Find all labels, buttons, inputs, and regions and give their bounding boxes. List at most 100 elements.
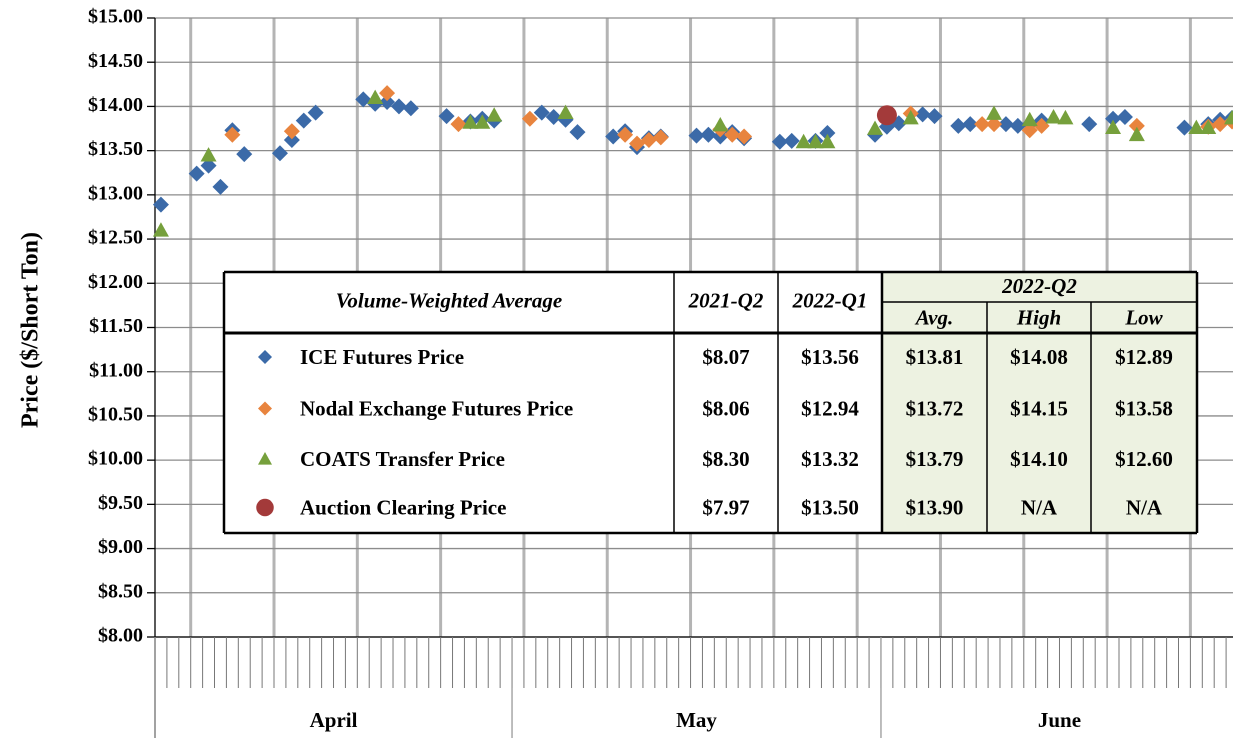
diamond-marker — [521, 110, 538, 127]
table-cell: $14.10 — [1010, 447, 1068, 471]
triangle-marker — [1200, 119, 1217, 135]
y-tick-label: $10.50 — [88, 404, 143, 426]
month-label: June — [1038, 708, 1081, 732]
triangle-marker — [474, 114, 491, 129]
triangle-marker — [819, 133, 836, 149]
y-tick-label: $13.50 — [88, 138, 143, 160]
y-axis-label: Price ($/Short Ton) — [18, 232, 44, 428]
diamond-marker — [545, 109, 562, 126]
diamond-marker — [379, 85, 396, 102]
table-cell: $7.97 — [702, 495, 749, 519]
group-column-header: Low — [1124, 305, 1163, 329]
y-tick-label: $9.00 — [98, 536, 143, 558]
diamond-marker — [307, 104, 324, 121]
legend-marker — [258, 350, 272, 364]
diamond-marker — [1105, 110, 1122, 127]
diamond-marker — [736, 128, 753, 145]
triangle-marker — [1057, 109, 1074, 125]
y-tick-label: $8.50 — [98, 580, 143, 602]
legend-marker — [258, 401, 272, 416]
y-tick-label: $15.00 — [88, 6, 143, 28]
diamond-marker — [379, 94, 396, 111]
triangle-marker — [200, 147, 217, 162]
diamond-marker — [926, 108, 943, 125]
month-label: April — [310, 708, 358, 732]
triangle-marker — [712, 116, 729, 132]
diamond-marker — [1212, 116, 1229, 133]
table-cell: $12.89 — [1115, 345, 1173, 369]
circle-marker — [876, 105, 897, 126]
table-highlight — [882, 272, 1197, 533]
diamond-marker — [617, 126, 634, 143]
legend-marker — [256, 498, 274, 517]
table-cell: $13.32 — [801, 447, 859, 471]
table-cell: $14.15 — [1010, 396, 1068, 420]
diamond-marker — [962, 116, 979, 133]
column-header: 2022-Q1 — [792, 288, 868, 312]
diamond-marker — [1009, 117, 1026, 134]
diamond-marker — [819, 124, 836, 141]
diamond-marker — [997, 116, 1014, 133]
legend-label: COATS Transfer Price — [300, 447, 505, 471]
y-tick-label: $11.50 — [89, 315, 143, 337]
diamond-marker — [628, 135, 645, 152]
table-cell: $13.90 — [906, 495, 964, 519]
column-header: Volume-Weighted Average — [336, 288, 563, 312]
y-tick-label: $10.00 — [88, 448, 143, 470]
diamond-marker — [295, 112, 312, 129]
table-cell: $13.58 — [1115, 396, 1173, 420]
triangle-marker — [1021, 111, 1038, 127]
y-tick-label: $13.00 — [88, 182, 143, 204]
triangle-marker — [795, 133, 812, 149]
diamond-marker — [152, 196, 169, 213]
diamond-marker — [355, 91, 372, 108]
diamond-marker — [200, 157, 217, 174]
diamond-marker — [1033, 117, 1050, 134]
y-tick-label: $9.50 — [98, 492, 143, 514]
diamond-marker — [724, 126, 741, 143]
diamond-marker — [605, 128, 622, 145]
triangle-marker — [462, 114, 479, 129]
triangle-marker — [152, 222, 169, 237]
month-label: May — [676, 708, 717, 732]
triangle-marker — [557, 104, 574, 120]
diamond-marker — [986, 116, 1003, 133]
y-tick-label: $12.50 — [88, 227, 143, 249]
table-cell: $13.79 — [906, 447, 964, 471]
table-cell: $8.07 — [702, 345, 749, 369]
diamond-marker — [402, 100, 419, 117]
diamond-marker — [271, 145, 288, 162]
diamond-marker — [212, 178, 229, 195]
triangle-marker — [902, 109, 919, 125]
diamond-marker — [974, 116, 991, 133]
triangle-marker — [367, 89, 384, 104]
diamond-marker — [640, 132, 657, 149]
table-cell: $12.60 — [1115, 447, 1173, 471]
y-tick-label: $12.00 — [88, 271, 143, 293]
triangle-marker — [486, 107, 503, 122]
diamond-marker — [914, 106, 931, 123]
diamond-marker — [771, 133, 788, 150]
table-cell: N/A — [1021, 495, 1058, 519]
diamond-marker — [1128, 117, 1145, 134]
diamond-marker — [1116, 109, 1133, 126]
table-cell: N/A — [1126, 495, 1163, 519]
diamond-marker — [1081, 116, 1098, 133]
diamond-marker — [569, 124, 586, 141]
table-cell: $12.94 — [801, 396, 859, 420]
y-tick-label: $14.50 — [88, 50, 143, 72]
diamond-marker — [1176, 119, 1193, 136]
table-cell: $14.08 — [1010, 345, 1068, 369]
diamond-marker — [950, 117, 967, 134]
group-column-header: High — [1016, 305, 1061, 329]
table-cell: $8.30 — [702, 447, 749, 471]
table-cell: $13.81 — [906, 345, 964, 369]
diamond-marker — [188, 165, 205, 182]
diamond-marker — [236, 146, 253, 163]
diamond-marker — [438, 108, 455, 125]
table-cell: $13.72 — [906, 396, 964, 420]
table-cell: $8.06 — [702, 396, 749, 420]
diamond-marker — [700, 126, 717, 143]
legend-label: Auction Clearing Price — [300, 495, 506, 519]
